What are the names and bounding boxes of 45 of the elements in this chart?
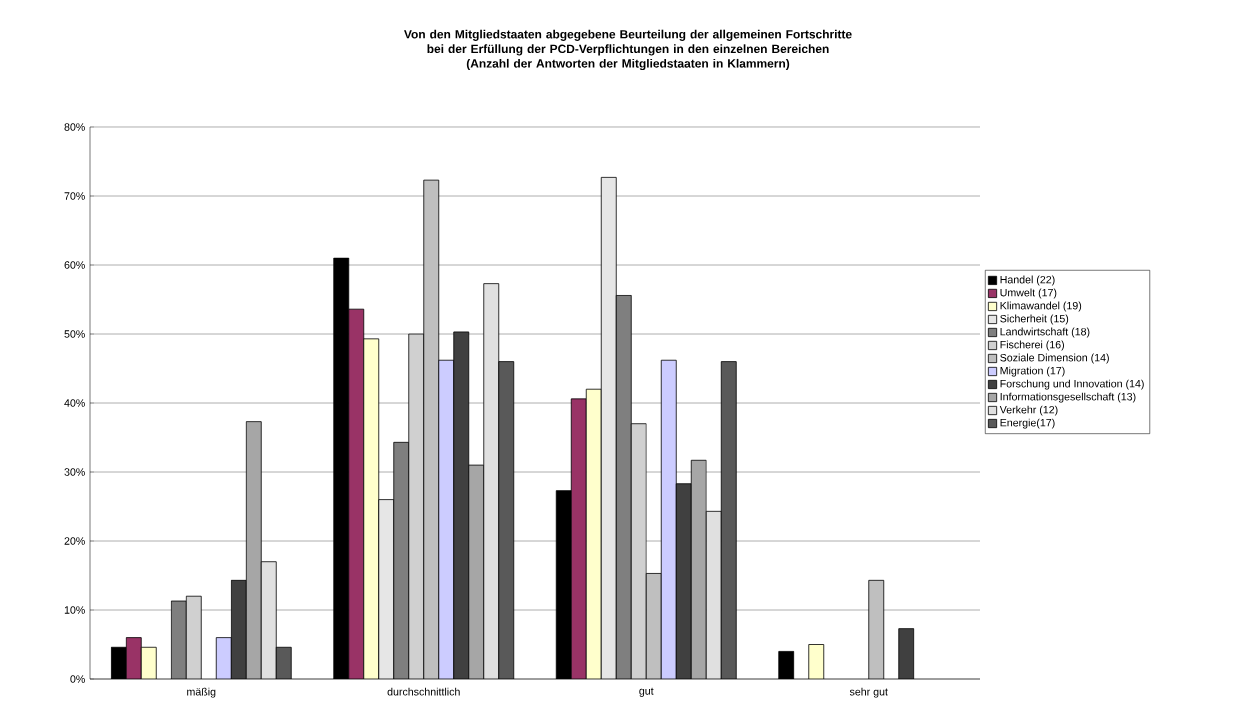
bar [363, 338, 380, 680]
y-tick-label: 70% [64, 192, 85, 200]
y-tick-label: 0% [70, 675, 85, 683]
bar [600, 176, 617, 680]
bar [705, 510, 722, 680]
bar [690, 459, 707, 680]
x-tick-label: gut [639, 687, 654, 697]
legend-label: Verkehr (12) [999, 405, 1058, 416]
legend-label: Landwirtschaft (18) [1000, 327, 1090, 338]
legend-label: Klimawandel (19) [1000, 301, 1082, 312]
y-tick-label: 40% [64, 399, 85, 407]
legend-label: Soziale Dimension (14) [1000, 353, 1109, 364]
y-tick-label: 60% [64, 261, 85, 269]
bar [498, 361, 515, 680]
bar [868, 579, 885, 680]
bar [645, 573, 662, 680]
legend-label: Umwelt (17) [1000, 288, 1057, 299]
x-tick-label: mäßig [187, 687, 216, 698]
y-tick-label: 30% [64, 468, 85, 476]
bar [245, 421, 262, 680]
chart-subtitle: (Anzahl der Antworten der Mitgliedstaaten in Klammern) [466, 58, 790, 71]
y-tick-label: 80% [64, 123, 85, 131]
bar [215, 637, 232, 680]
bar [483, 283, 500, 680]
legend-label: Forschung und Innovation (14) [1000, 379, 1144, 390]
legend-label: Handel (22) [1000, 275, 1055, 286]
legend-label: Energie(17) [1000, 418, 1055, 429]
bar [585, 388, 602, 680]
y-tick-label: 20% [64, 537, 85, 545]
chart-title: Von den Mitgliedstaaten abgegebene Beurteilung der allgemeinen Fortschritte bei der Erfüllung der PCD-Verpflichtungen in den einzelnen Bereichen [404, 29, 852, 56]
y-tick-label: 10% [64, 606, 85, 614]
bar [720, 361, 737, 680]
legend-label: Sicherheit (15) [1000, 314, 1069, 325]
bar [260, 561, 277, 680]
bar [378, 499, 395, 680]
bar [423, 179, 440, 680]
bar [468, 464, 485, 680]
x-tick-label: durchschnittlich [387, 687, 460, 696]
legend-label: Informationsgesellschaft (13) [1000, 392, 1136, 403]
legend-label: Migration (17) [1000, 366, 1065, 377]
x-tick-label: sehr gut [849, 687, 888, 698]
legend-label: Fischerei (16) [1000, 340, 1064, 351]
y-tick-label: 50% [64, 330, 85, 338]
bar [660, 359, 677, 680]
bar [438, 359, 455, 680]
